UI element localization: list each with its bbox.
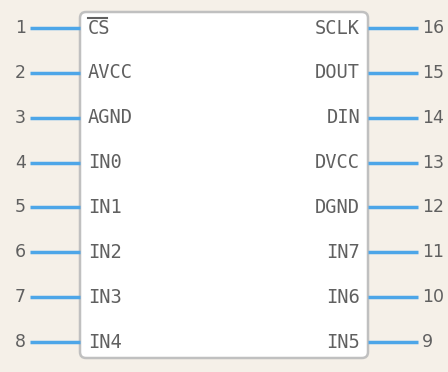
Text: IN3: IN3 — [88, 288, 122, 307]
Text: 12: 12 — [422, 198, 444, 217]
Text: 1: 1 — [15, 19, 26, 37]
Text: 5: 5 — [15, 198, 26, 217]
Text: DOUT: DOUT — [315, 63, 360, 82]
Text: 13: 13 — [422, 154, 444, 171]
Text: 15: 15 — [422, 64, 444, 82]
Text: DGND: DGND — [315, 198, 360, 217]
Text: IN6: IN6 — [326, 288, 360, 307]
Text: DIN: DIN — [326, 108, 360, 127]
Text: 3: 3 — [15, 109, 26, 127]
Text: IN7: IN7 — [326, 243, 360, 262]
Text: IN0: IN0 — [88, 153, 122, 172]
Text: SCLK: SCLK — [315, 19, 360, 38]
Text: AGND: AGND — [88, 108, 133, 127]
Text: 2: 2 — [15, 64, 26, 82]
Text: AVCC: AVCC — [88, 63, 133, 82]
Text: 14: 14 — [422, 109, 444, 127]
Text: 8: 8 — [15, 333, 26, 351]
Text: 4: 4 — [15, 154, 26, 171]
Text: IN1: IN1 — [88, 198, 122, 217]
Text: DVCC: DVCC — [315, 153, 360, 172]
Text: 16: 16 — [422, 19, 444, 37]
Text: 6: 6 — [15, 243, 26, 261]
FancyBboxPatch shape — [80, 12, 368, 358]
Text: 7: 7 — [15, 288, 26, 306]
Text: IN4: IN4 — [88, 333, 122, 352]
Text: CS: CS — [88, 19, 111, 38]
Text: 10: 10 — [422, 288, 444, 306]
Text: 11: 11 — [422, 243, 444, 261]
Text: IN2: IN2 — [88, 243, 122, 262]
Text: 9: 9 — [422, 333, 433, 351]
Text: IN5: IN5 — [326, 333, 360, 352]
